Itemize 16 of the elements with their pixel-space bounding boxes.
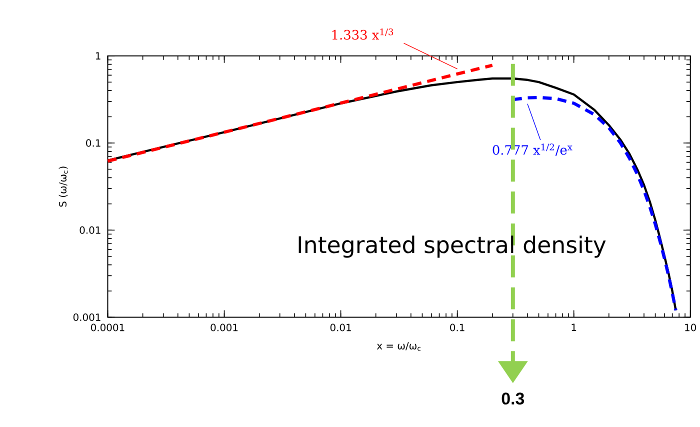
annotation: Integrated spectral density xyxy=(298,236,606,258)
x-tick-label: 0.01 xyxy=(330,324,351,332)
y-tick-label: 0.1 xyxy=(86,139,100,147)
x-tick-label: 0.0001 xyxy=(91,324,124,332)
x-tick-label: 1 xyxy=(572,324,576,331)
y-tick-label: 0.01 xyxy=(80,226,100,234)
x-axis-title: x = ω/ω$_{c}$ xyxy=(376,342,421,351)
y-axis-title: S (ω/ω$_{c}$) xyxy=(58,166,68,207)
y-tick-label: 1 xyxy=(96,52,100,60)
x-tick-label: 10 xyxy=(685,324,696,332)
ref-line-label: 0.3 xyxy=(502,392,524,405)
x-tick-label: 0.001 xyxy=(210,324,238,332)
x-tick-label: 0.1 xyxy=(450,324,464,332)
y-tick-label: 0.001 xyxy=(73,313,100,322)
text: 1.333 x$^{1/3}$ xyxy=(332,28,394,40)
text: 0.777 x$^{1/2}$/e$^{x}$ xyxy=(492,144,572,156)
